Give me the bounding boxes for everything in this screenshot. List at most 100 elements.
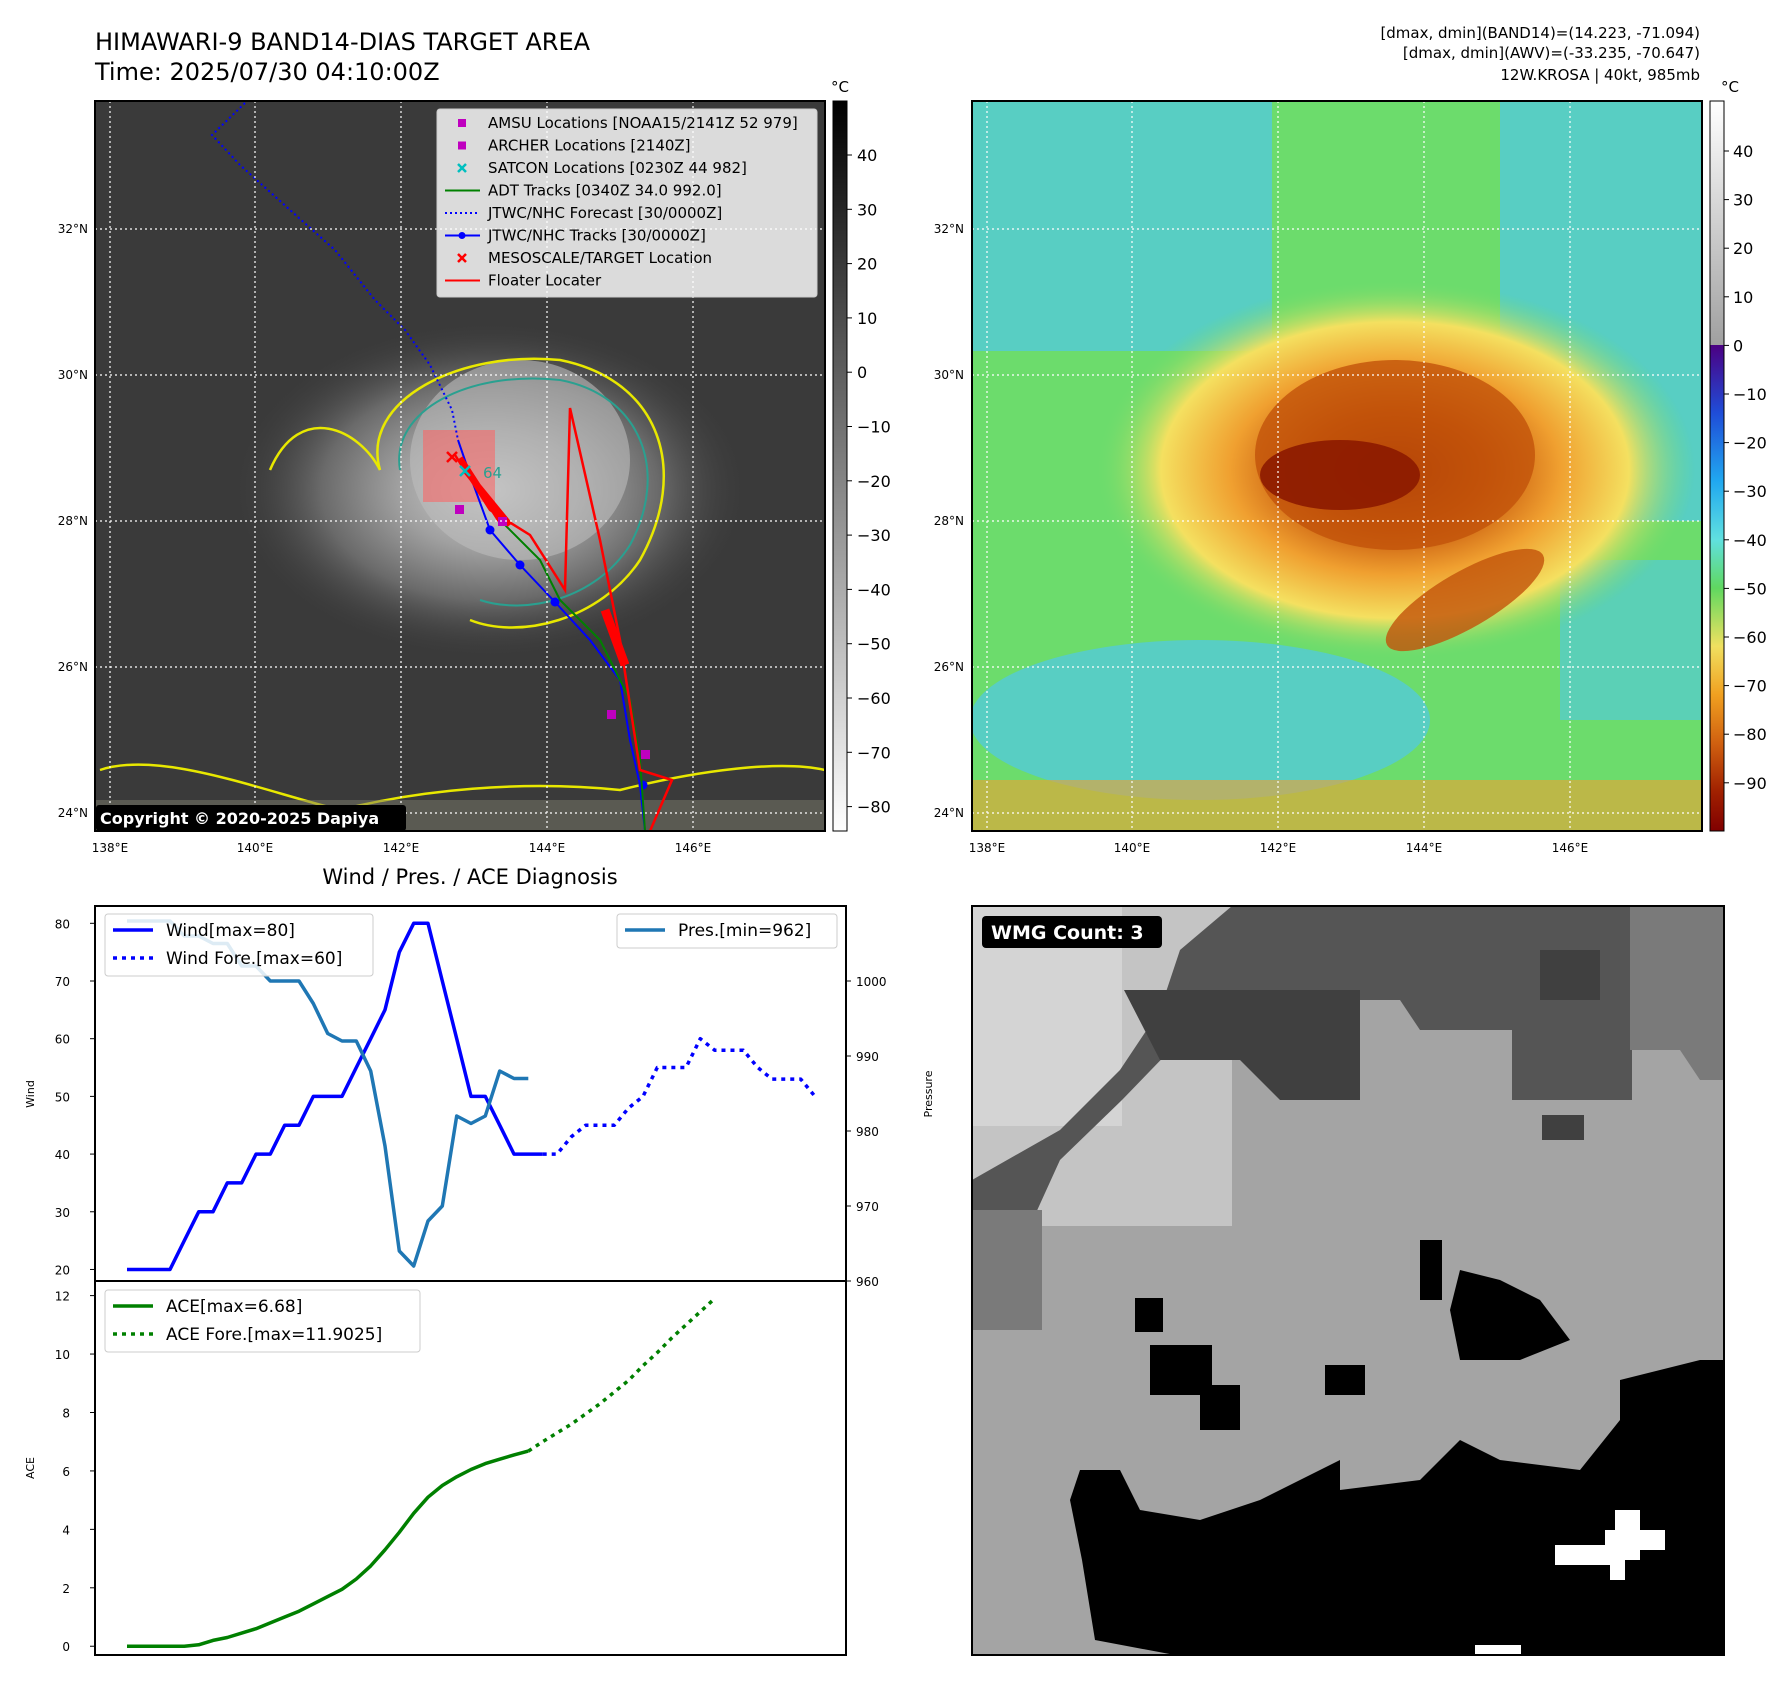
copyright-box bbox=[96, 805, 406, 831]
wmg-darker-patch bbox=[1542, 1115, 1584, 1140]
legend-item-label: AMSU Locations [NOAA15/2141Z 52 979] bbox=[488, 114, 798, 132]
wv-colorbar-tick-label: 0 bbox=[1733, 336, 1743, 355]
ace-tick-label: 6 bbox=[62, 1465, 70, 1479]
wv-rain-band bbox=[1385, 548, 1545, 652]
wv-moist-sw bbox=[972, 640, 1430, 800]
lon-label: 138°E bbox=[92, 841, 129, 855]
jtwc-track-point bbox=[515, 560, 525, 570]
wind-axis-label: Wind bbox=[24, 1080, 37, 1108]
info-band14: [dmax, dmin](BAND14)=(14.223, -71.094) bbox=[1380, 24, 1700, 42]
wind-legend-box bbox=[104, 913, 374, 977]
legend-item-label: ADT Tracks [0340Z 34.0 992.0] bbox=[488, 182, 722, 200]
wv-colorbar-tick-label: −30 bbox=[1733, 482, 1767, 501]
legend-marker-dot bbox=[458, 232, 466, 239]
wind-series-line bbox=[127, 921, 543, 1272]
lon-label: 144°E bbox=[529, 841, 566, 855]
lat-label: 30°N bbox=[58, 368, 88, 382]
wv-colorbar-tick-label: −60 bbox=[1733, 628, 1767, 647]
ir-colorbar-tick-label: 0 bbox=[857, 363, 867, 382]
wmg-black-patch bbox=[1325, 1365, 1365, 1395]
wv-colorbar-tick-label: −70 bbox=[1733, 677, 1767, 696]
ir-colorbar-tick-label: −70 bbox=[857, 743, 891, 762]
wv-panel: 138°E 140°E 142°E 144°E 146°E 32°N 30°N … bbox=[934, 78, 1767, 855]
ir-colorbar-tick-label: −10 bbox=[857, 418, 891, 437]
lat-label: 28°N bbox=[934, 514, 964, 528]
wmg-black-patch bbox=[1450, 1270, 1570, 1360]
wmg-darker-patch bbox=[1540, 950, 1600, 1000]
lat-label: 24°N bbox=[934, 806, 964, 820]
ir-colorbar-unit: °C bbox=[831, 78, 849, 96]
ir-colorbar-tick-label: 30 bbox=[857, 200, 877, 219]
wmg-dark-band bbox=[972, 906, 1724, 1226]
wv-frame bbox=[971, 100, 1703, 832]
ir-colorbar: °C 40 30 20 10 0 −10 −20 −30 −40 −50 −60 −70 −80 bbox=[831, 78, 891, 832]
wv-colorbar-tick-label: 30 bbox=[1733, 191, 1753, 210]
diag-title: Wind / Pres. / ACE Diagnosis bbox=[322, 865, 617, 889]
wv-moist-nw bbox=[972, 101, 1272, 351]
wmg-frame bbox=[971, 905, 1725, 1656]
lat-label: 28°N bbox=[58, 514, 88, 528]
wind-tick-label: 40 bbox=[55, 1148, 70, 1162]
wv-storm-core bbox=[1260, 440, 1420, 510]
wv-lat-labels: 32°N 30°N 28°N 26°N 24°N bbox=[934, 222, 964, 820]
ace-legend-label: ACE[max=6.68] bbox=[166, 1297, 302, 1317]
legend-item-label: Floater Locater bbox=[488, 272, 602, 290]
wv-colorbar: °C 40 30 20 10 0 −10 −20 −30 −40 −50 −60 −70 −80 −90 bbox=[1709, 78, 1767, 832]
satcon-marker bbox=[459, 465, 471, 477]
ir-legend-box bbox=[436, 108, 818, 298]
legend-marker-square bbox=[458, 119, 466, 127]
wv-colorbar-tick-label: −20 bbox=[1733, 434, 1767, 453]
wind-tick-label: 50 bbox=[55, 1090, 70, 1104]
ace-forecast-line bbox=[527, 1297, 716, 1453]
jtwc-track-point bbox=[638, 780, 648, 790]
ir-contour-west bbox=[268, 426, 382, 471]
wind-tick-label: 80 bbox=[55, 917, 70, 931]
lon-label: 140°E bbox=[237, 841, 274, 855]
diag-panel: Wind / Pres. / ACE Diagnosis Wind Pressu… bbox=[24, 865, 935, 1656]
legend-marker-x bbox=[457, 253, 467, 263]
wv-lon-labels: 138°E 140°E 142°E 144°E 146°E bbox=[969, 841, 1589, 855]
ir-lat-labels: 32°N 30°N 28°N 26°N 24°N bbox=[58, 222, 88, 820]
ir-colorbar-tick-label: −40 bbox=[857, 580, 891, 599]
info-storm: 12W.KROSA | 40kt, 985mb bbox=[1500, 66, 1700, 84]
ace-tick-label: 4 bbox=[62, 1523, 70, 1537]
info-awv: [dmax, dmin](AWV)=(-33.235, -70.647) bbox=[1403, 44, 1700, 62]
legend-item-label: MESOSCALE/TARGET Location bbox=[488, 249, 712, 267]
ace-tick-label: 2 bbox=[62, 1582, 70, 1596]
jtwc-track-point bbox=[485, 525, 495, 535]
pressure-axis-label: Pressure bbox=[922, 1070, 935, 1117]
wind-legend: Wind[max=80] Wind Fore.[max=60] bbox=[104, 913, 374, 977]
pressure-tick-label: 980 bbox=[856, 1125, 879, 1139]
wmg-white-patch bbox=[1475, 1645, 1521, 1655]
pressure-tick-label: 970 bbox=[856, 1200, 879, 1214]
ir-lon-labels: 138°E 140°E 142°E 144°E 146°E bbox=[92, 841, 712, 855]
ace-legend: ACE[max=6.68] ACE Fore.[max=11.9025] bbox=[104, 1289, 421, 1353]
ir-storm-core bbox=[410, 360, 630, 560]
wv-colorbar-tick-label: 40 bbox=[1733, 142, 1753, 161]
ace-fore-legend-label: ACE Fore.[max=11.9025] bbox=[166, 1325, 382, 1345]
lon-label: 142°E bbox=[383, 841, 420, 855]
wv-colorbar-tick-label: 10 bbox=[1733, 288, 1753, 307]
wv-colorbar-bottom bbox=[1710, 345, 1724, 831]
ir-colorbar-tick-label: −20 bbox=[857, 472, 891, 491]
wmg-black-region bbox=[1070, 1360, 1724, 1655]
wind-tick-label: 20 bbox=[55, 1263, 70, 1277]
ir-colorbar-gradient bbox=[832, 100, 848, 832]
wv-colorbar-tick-label: −50 bbox=[1733, 579, 1767, 598]
lon-label: 138°E bbox=[969, 841, 1006, 855]
lon-label: 140°E bbox=[1114, 841, 1151, 855]
ace-legend-box bbox=[104, 1289, 421, 1353]
jtwc-track bbox=[457, 439, 646, 831]
wv-colorbar-tick-label: −80 bbox=[1733, 725, 1767, 744]
ace-tick-label: 0 bbox=[62, 1640, 70, 1654]
wmg-count-badge bbox=[982, 916, 1162, 948]
wv-colorbar-tick-label: −10 bbox=[1733, 385, 1767, 404]
jtwc-track-point bbox=[550, 597, 560, 607]
wmg-darker-patch bbox=[1124, 990, 1360, 1100]
ir-colorbar-tick-label: −30 bbox=[857, 526, 891, 545]
wmg-black-patch bbox=[1200, 1385, 1240, 1430]
adt-track bbox=[461, 459, 646, 831]
wmg-black-patch bbox=[1420, 1240, 1442, 1300]
lat-label: 26°N bbox=[58, 660, 88, 674]
